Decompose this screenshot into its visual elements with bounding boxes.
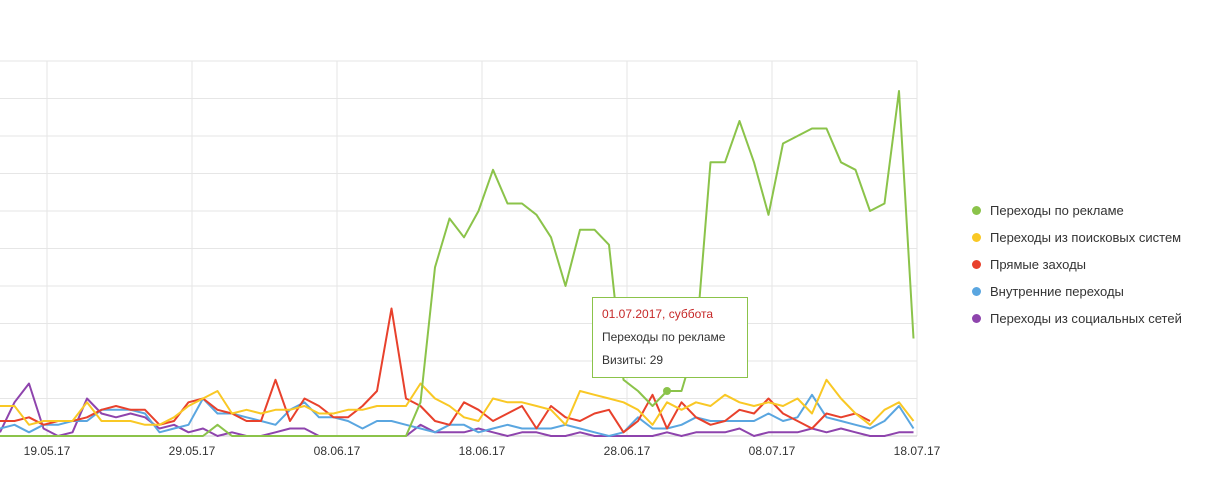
tooltip-value: Визиты: 29 bbox=[602, 353, 664, 367]
legend-label: Прямые заходы bbox=[990, 257, 1087, 272]
chart-grid bbox=[0, 60, 918, 437]
legend-label: Переходы из социальных сетей bbox=[990, 311, 1182, 326]
legend-item-3[interactable]: Внутренние переходы bbox=[968, 278, 1182, 305]
legend-item-2[interactable]: Прямые заходы bbox=[968, 251, 1182, 278]
tooltip-date: 01.07.2017, суббота bbox=[602, 307, 714, 321]
legend-label: Внутренние переходы bbox=[990, 284, 1124, 299]
legend-dot-icon bbox=[972, 287, 981, 296]
legend-item-4[interactable]: Переходы из социальных сетей bbox=[968, 305, 1182, 332]
x-tick-label: 29.05.17 bbox=[169, 444, 216, 458]
x-axis-ticks: 19.05.17 29.05.17 08.06.17 18.06.17 28.06.17… bbox=[24, 444, 941, 458]
series-line-1[interactable] bbox=[0, 378, 915, 426]
legend-label: Переходы по рекламе bbox=[990, 203, 1124, 218]
series-line-0[interactable] bbox=[0, 90, 915, 437]
legend-dot-icon bbox=[972, 206, 981, 215]
legend-item-0[interactable]: Переходы по рекламе bbox=[968, 197, 1182, 224]
chart-series bbox=[0, 90, 915, 437]
legend-item-1[interactable]: Переходы из поисковых систем bbox=[968, 224, 1182, 251]
x-tick-label: 18.06.17 bbox=[459, 444, 506, 458]
legend-label: Переходы из поисковых систем bbox=[990, 230, 1182, 245]
legend-dot-icon bbox=[972, 233, 981, 242]
x-tick-label: 19.05.17 bbox=[24, 444, 71, 458]
tooltip-series-name: Переходы по рекламе bbox=[602, 330, 726, 344]
x-tick-label: 08.06.17 bbox=[314, 444, 361, 458]
series-line-2[interactable] bbox=[0, 307, 871, 434]
chart-legend: Переходы по рекламе Переходы из поисковых… bbox=[968, 197, 1182, 332]
series-line-3[interactable] bbox=[0, 393, 915, 437]
x-tick-label: 28.06.17 bbox=[604, 444, 651, 458]
chart-tooltip: 01.07.2017, суббота Переходы по рекламе … bbox=[592, 297, 748, 378]
legend-dot-icon bbox=[972, 314, 981, 323]
legend-dot-icon bbox=[972, 260, 981, 269]
highlighted-point[interactable] bbox=[663, 387, 671, 395]
x-tick-label: 18.07.17 bbox=[894, 444, 941, 458]
x-tick-label: 08.07.17 bbox=[749, 444, 796, 458]
